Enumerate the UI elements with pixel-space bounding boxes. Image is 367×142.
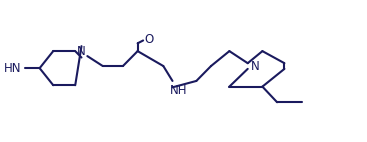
Text: O: O [144, 33, 153, 46]
Text: HN: HN [4, 62, 21, 75]
Text: N: N [251, 59, 259, 73]
Text: NH: NH [170, 84, 188, 97]
Text: N: N [77, 45, 86, 58]
